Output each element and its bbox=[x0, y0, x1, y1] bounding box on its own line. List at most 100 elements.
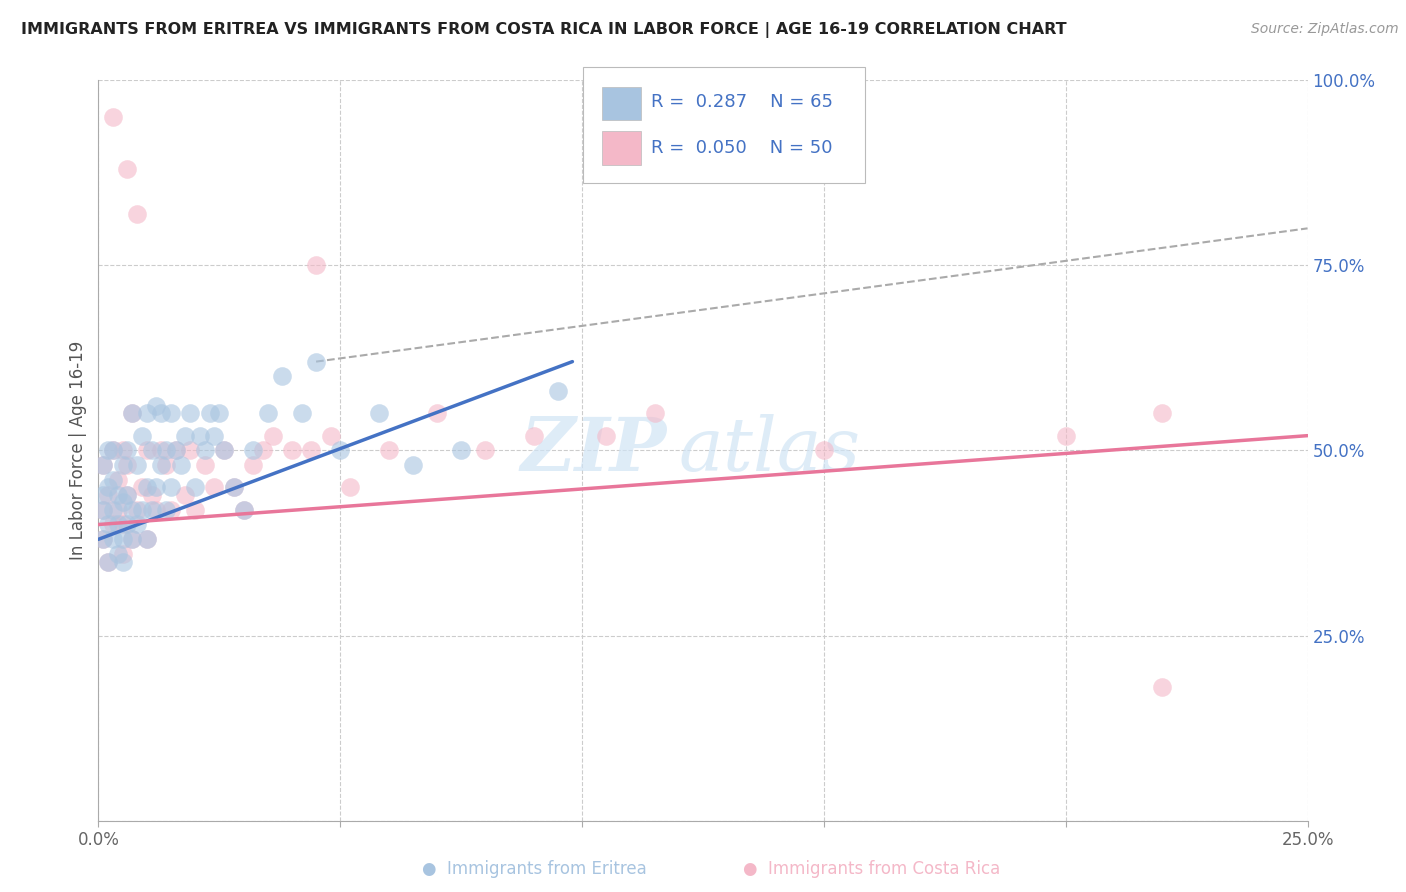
Point bbox=[595, 428, 617, 442]
Point bbox=[141, 502, 163, 516]
Point bbox=[208, 407, 231, 421]
Point bbox=[97, 443, 120, 458]
Point bbox=[188, 428, 211, 442]
Point bbox=[131, 502, 153, 516]
Text: atlas: atlas bbox=[679, 414, 860, 487]
Text: R =  0.050    N = 50: R = 0.050 N = 50 bbox=[651, 139, 832, 157]
Point bbox=[184, 480, 207, 494]
Text: IMMIGRANTS FROM ERITREA VS IMMIGRANTS FROM COSTA RICA IN LABOR FORCE | AGE 16-19: IMMIGRANTS FROM ERITREA VS IMMIGRANTS FR… bbox=[21, 22, 1067, 38]
Point bbox=[1152, 681, 1174, 695]
Point bbox=[160, 407, 183, 421]
Point bbox=[107, 488, 129, 502]
Point bbox=[222, 480, 245, 494]
Point bbox=[107, 473, 129, 487]
Point bbox=[121, 533, 143, 547]
Point bbox=[281, 443, 304, 458]
Point bbox=[150, 407, 173, 421]
Text: ZIP: ZIP bbox=[520, 414, 666, 487]
Point bbox=[97, 555, 120, 569]
Point bbox=[101, 517, 124, 532]
Point bbox=[198, 407, 221, 421]
Text: ●  Immigrants from Eritrea: ● Immigrants from Eritrea bbox=[422, 860, 647, 878]
Point bbox=[117, 443, 139, 458]
Point bbox=[402, 458, 425, 473]
Point bbox=[127, 502, 149, 516]
Point bbox=[117, 488, 139, 502]
Point bbox=[97, 480, 120, 494]
Point bbox=[91, 488, 114, 502]
Point bbox=[101, 502, 124, 516]
Point bbox=[222, 480, 245, 494]
Point bbox=[131, 428, 153, 442]
Point bbox=[204, 428, 226, 442]
Point bbox=[145, 399, 167, 413]
Point bbox=[107, 547, 129, 561]
Point bbox=[165, 443, 187, 458]
Point bbox=[212, 443, 235, 458]
Point bbox=[121, 407, 143, 421]
Point bbox=[212, 443, 235, 458]
Point bbox=[368, 407, 391, 421]
Point bbox=[111, 458, 134, 473]
Point bbox=[117, 517, 139, 532]
Point bbox=[377, 443, 399, 458]
Point bbox=[150, 458, 173, 473]
Point bbox=[141, 443, 163, 458]
Point bbox=[101, 443, 124, 458]
Point bbox=[450, 443, 472, 458]
Point bbox=[426, 407, 449, 421]
Point bbox=[329, 443, 352, 458]
Point bbox=[131, 480, 153, 494]
Point bbox=[111, 533, 134, 547]
Point bbox=[1152, 407, 1174, 421]
Point bbox=[117, 162, 139, 177]
Point bbox=[339, 480, 361, 494]
Point bbox=[813, 443, 835, 458]
Point bbox=[305, 259, 328, 273]
Point bbox=[290, 407, 312, 421]
Point bbox=[299, 443, 322, 458]
Point bbox=[101, 473, 124, 487]
Point bbox=[107, 517, 129, 532]
Point bbox=[101, 111, 124, 125]
Point bbox=[242, 443, 264, 458]
Point bbox=[252, 443, 274, 458]
Point bbox=[117, 458, 139, 473]
Point bbox=[160, 502, 183, 516]
Point bbox=[121, 502, 143, 516]
Point bbox=[305, 354, 328, 368]
Point bbox=[145, 502, 167, 516]
Point bbox=[165, 443, 187, 458]
Point bbox=[174, 488, 197, 502]
Point bbox=[91, 502, 114, 516]
Point bbox=[179, 407, 201, 421]
Point bbox=[169, 458, 191, 473]
Point bbox=[121, 407, 143, 421]
Point bbox=[91, 533, 114, 547]
Y-axis label: In Labor Force | Age 16-19: In Labor Force | Age 16-19 bbox=[69, 341, 87, 560]
Point bbox=[141, 488, 163, 502]
Point bbox=[111, 547, 134, 561]
Point bbox=[194, 443, 217, 458]
Point bbox=[121, 533, 143, 547]
Point bbox=[127, 458, 149, 473]
Point bbox=[127, 206, 149, 220]
Text: R =  0.287    N = 65: R = 0.287 N = 65 bbox=[651, 93, 832, 111]
Point bbox=[101, 533, 124, 547]
Point bbox=[155, 502, 177, 516]
Point bbox=[155, 458, 177, 473]
Point bbox=[117, 488, 139, 502]
Point bbox=[523, 428, 546, 442]
Point bbox=[160, 480, 183, 494]
Point bbox=[145, 480, 167, 494]
Point bbox=[135, 407, 157, 421]
Point bbox=[547, 384, 569, 399]
Point bbox=[242, 458, 264, 473]
Point bbox=[1054, 428, 1077, 442]
Point bbox=[107, 502, 129, 516]
Point bbox=[111, 495, 134, 509]
Point bbox=[184, 502, 207, 516]
Point bbox=[97, 488, 120, 502]
Point bbox=[204, 480, 226, 494]
Point bbox=[135, 443, 157, 458]
